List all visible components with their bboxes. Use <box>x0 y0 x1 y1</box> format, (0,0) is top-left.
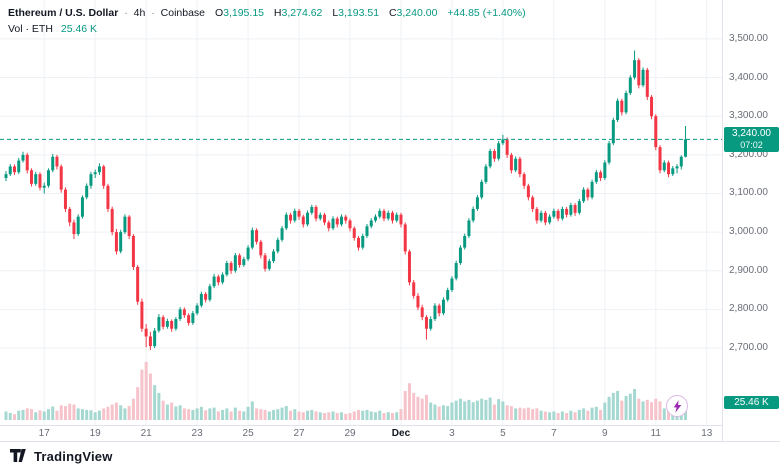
volume-badge: 25.46 K <box>724 396 779 410</box>
price-axis[interactable]: 3,500.00 3,400.00 3,300.00 3,200.00 3,100.00… <box>723 0 780 442</box>
separator: · <box>151 7 155 19</box>
brand-name: TradingView <box>34 448 113 464</box>
tradingview-logo-icon <box>10 449 26 462</box>
change-value: +44.85 (+1.40%) <box>447 7 526 19</box>
price-axis-label: 2,800.00 <box>729 303 768 315</box>
time-axis-label: 23 <box>191 428 203 439</box>
axis-borders <box>0 0 780 442</box>
lightning-icon <box>673 399 681 413</box>
time-axis-label: 5 <box>500 428 506 439</box>
time-axis[interactable]: 17 19 21 23 25 27 29 Dec 3 5 7 9 11 13 <box>0 426 723 442</box>
time-axis-label: 17 <box>38 428 50 439</box>
volume-value: 25.46 K <box>60 23 98 35</box>
symbol-info-bar: Ethereum / U.S. Dollar · 4h · Coinbase O… <box>8 7 526 36</box>
time-axis-label: 27 <box>293 428 305 439</box>
open-label: O <box>214 7 224 19</box>
time-axis-label: 13 <box>701 428 713 439</box>
price-axis-label: 3,500.00 <box>729 32 768 44</box>
price-axis-label: 3,400.00 <box>729 71 768 83</box>
last-price-value: 3,240.00 <box>732 128 771 140</box>
time-axis-label: 19 <box>89 428 101 439</box>
time-axis-label: Dec <box>391 428 411 439</box>
last-price-badge: 3,240.00 07:02 <box>724 127 779 153</box>
open-value: 3,195.15 <box>223 7 264 19</box>
chart-region: Ethereum / U.S. Dollar · 4h · Coinbase O… <box>0 0 780 442</box>
time-axis-label: 7 <box>551 428 557 439</box>
time-axis-label: 3 <box>449 428 455 439</box>
lightning-button[interactable] <box>666 395 688 417</box>
separator: · <box>124 7 128 19</box>
high-label: H <box>273 7 282 19</box>
volume-indicator-label[interactable]: Vol · ETH <box>8 23 53 35</box>
price-axis-label: 2,900.00 <box>729 264 768 276</box>
price-axis-label: 3,300.00 <box>729 110 768 122</box>
low-label: L <box>332 7 339 19</box>
legend-row-main: Ethereum / U.S. Dollar · 4h · Coinbase O… <box>8 7 526 20</box>
time-axis-label: 21 <box>140 428 152 439</box>
high-value: 3,274.62 <box>281 7 323 19</box>
time-axis-label: 25 <box>242 428 254 439</box>
exchange-label[interactable]: Coinbase <box>160 7 206 19</box>
time-axis-label: 29 <box>344 428 356 439</box>
interval-label[interactable]: 4h <box>133 7 146 19</box>
price-axis-label: 3,200.00 <box>729 148 768 160</box>
close-label: C <box>388 7 397 19</box>
volume-bars <box>4 361 688 420</box>
bar-countdown: 07:02 <box>740 140 763 151</box>
tradingview-link[interactable]: TradingView <box>10 447 113 465</box>
grid-lines <box>0 0 722 425</box>
symbol-title[interactable]: Ethereum / U.S. Dollar <box>8 7 119 19</box>
price-axis-label: 2,700.00 <box>729 342 768 354</box>
time-axis-label: 11 <box>650 428 661 439</box>
price-axis-label: 3,000.00 <box>729 226 768 238</box>
time-axis-label: 9 <box>602 428 608 439</box>
candles <box>4 50 688 350</box>
close-value: 3,240.00 <box>396 7 438 19</box>
legend-row-volume: Vol · ETH 25.46 K <box>8 23 526 36</box>
candlestick-chart[interactable] <box>0 0 780 442</box>
price-axis-label: 3,100.00 <box>729 187 768 199</box>
low-value: 3,193.51 <box>338 7 380 19</box>
